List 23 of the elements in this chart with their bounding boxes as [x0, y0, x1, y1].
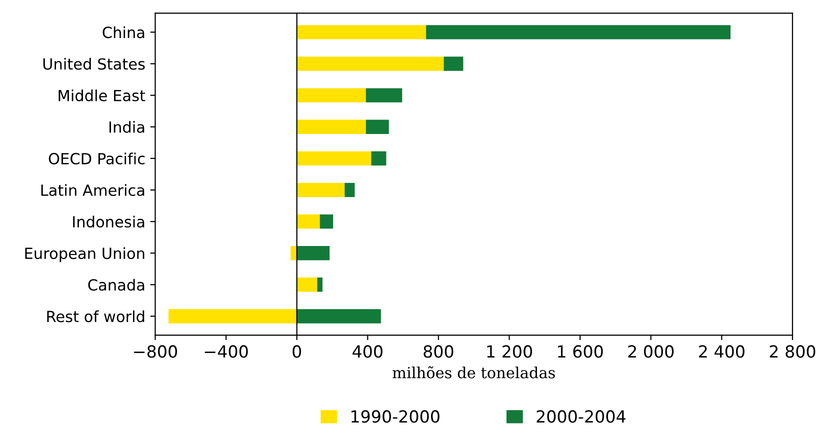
- y-tick-label: Canada: [88, 278, 144, 291]
- y-tick-label: Indonesia: [73, 216, 144, 228]
- y-tick-label: Latin America: [41, 184, 144, 196]
- x-tick-label: 400: [352, 345, 382, 358]
- x-tick-label: −400: [204, 345, 248, 358]
- x-axis-title: milhões de toneladas: [392, 366, 555, 378]
- x-tick-label: −800: [134, 345, 178, 358]
- x-tick-label: 2 400: [699, 345, 744, 358]
- y-tick-label: India: [110, 121, 144, 133]
- y-tick-label: United States: [43, 58, 145, 70]
- legend-label: 1990-2000: [352, 410, 440, 423]
- y-tick-label: European Union: [25, 247, 144, 262]
- x-tick-label: 2 000: [628, 345, 674, 358]
- y-tick-label: Rest of world: [47, 310, 144, 322]
- x-tick-label: 1 200: [487, 345, 532, 358]
- y-tick-label: China: [102, 26, 144, 38]
- x-tick-label: 800: [424, 345, 454, 358]
- x-tick-label: 1 600: [558, 345, 603, 358]
- y-tick-label: OECD Pacific: [48, 152, 145, 164]
- x-tick-label: 2 800: [770, 345, 816, 358]
- y-tick-label: Middle East: [58, 89, 146, 102]
- legend-label: 2000-2004: [536, 410, 626, 423]
- x-tick-label: 0: [292, 345, 302, 358]
